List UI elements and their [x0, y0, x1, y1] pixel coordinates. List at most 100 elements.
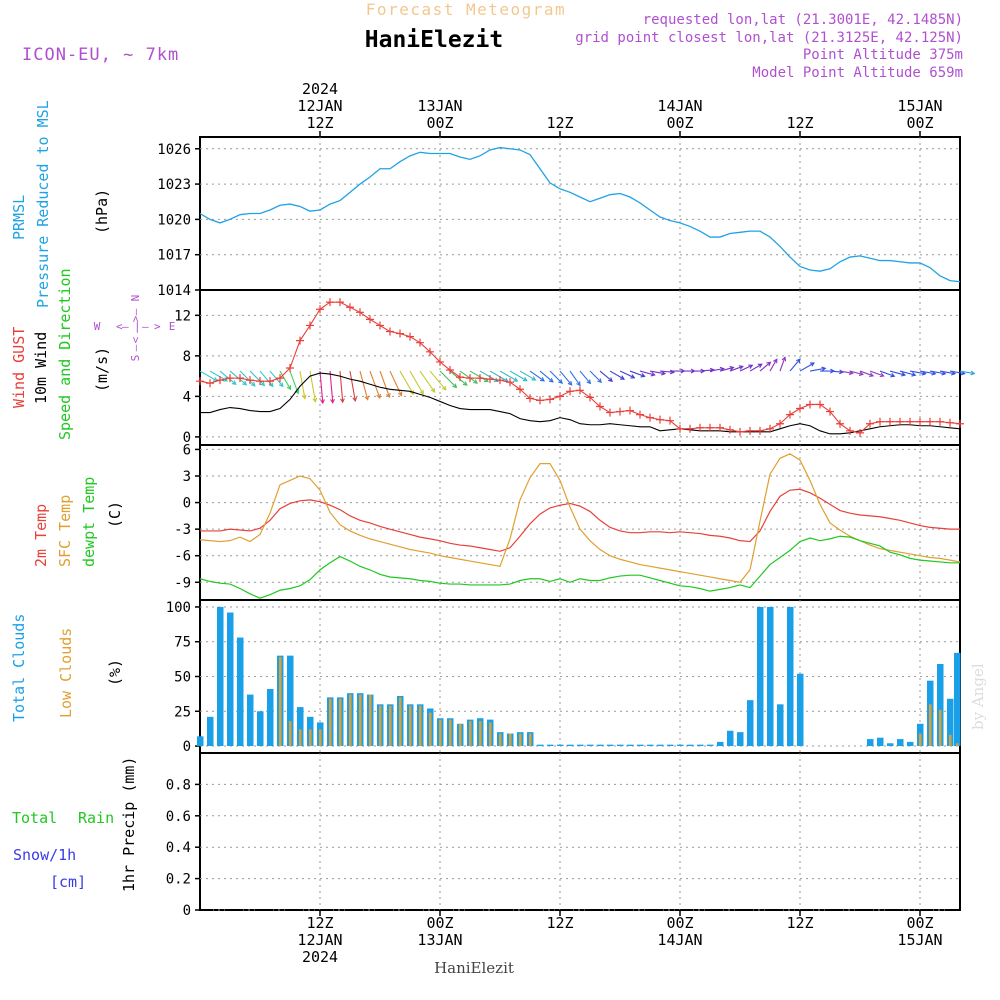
total-cloud-bar — [267, 689, 274, 747]
wind-barb-head — [312, 397, 318, 403]
gust-marker — [696, 423, 704, 432]
wind-barb-head — [548, 377, 554, 383]
wind-barb — [629, 370, 645, 377]
wind-barb — [909, 370, 926, 375]
wind-barb-head — [531, 376, 537, 381]
wind-barb — [249, 370, 265, 386]
total-cloud-bar — [227, 612, 234, 747]
wind-barb-head — [330, 398, 335, 404]
wind-speed-dir-label: Speed and Direction — [56, 268, 74, 440]
gust-marker — [596, 402, 604, 411]
precip-ytick-label: 0.4 — [166, 840, 191, 856]
wind-barb — [659, 370, 674, 373]
wind-barb — [599, 370, 613, 382]
gust-marker — [866, 419, 874, 428]
low-cloud-bar — [359, 694, 362, 747]
pressure-ytick-label: 1023 — [157, 177, 191, 193]
wind-barb — [939, 370, 956, 375]
wind-frame — [199, 289, 961, 446]
compass-north-line: — — [129, 308, 142, 315]
gust-marker — [476, 374, 484, 383]
wind-barb-head — [462, 381, 468, 386]
gust-marker — [656, 415, 664, 424]
top-time-label: 15JAN — [897, 97, 942, 115]
total-cloud-bar — [247, 694, 254, 747]
wind-barb — [499, 370, 518, 382]
low-cloud-bar — [919, 733, 922, 747]
wind-barb — [829, 370, 843, 373]
temp-2m-line — [200, 488, 960, 552]
total-cloud-bar — [767, 606, 774, 747]
total-cloud-bar — [567, 744, 574, 747]
gust-marker — [676, 424, 684, 433]
pressure-ytick-label: 1017 — [157, 248, 191, 264]
wind-barb — [849, 370, 863, 376]
compass-north: N — [129, 295, 142, 302]
temperature-ytick-label: -6 — [174, 549, 191, 565]
clouds-panel: 0 25 50 75 100 — [166, 599, 961, 755]
low-cloud-bar — [429, 712, 432, 747]
wind-barb-head — [729, 365, 735, 371]
wind-barb — [319, 370, 324, 404]
temp-dewpt-line — [199, 535, 960, 599]
gust-marker — [266, 377, 274, 386]
wind-barb — [239, 370, 256, 387]
temp-sfc-line — [199, 453, 961, 583]
wind-gust-label: Wind GUST — [10, 327, 28, 408]
clouds-ytick-label: 75 — [174, 635, 191, 651]
top-time-label: 13JAN — [417, 97, 462, 115]
rain-label: Rain — [78, 809, 114, 827]
gust-marker — [686, 424, 694, 433]
wind-barb — [869, 370, 884, 377]
wind-barb — [809, 367, 826, 372]
low-cloud-bar — [499, 733, 502, 747]
total-cloud-bar — [937, 663, 944, 747]
gust-marker — [286, 364, 294, 373]
total-cloud-bar — [887, 743, 894, 747]
low-cloud-bar — [349, 694, 352, 747]
gust-marker — [356, 308, 364, 317]
gust-marker — [536, 396, 544, 405]
wind-barb — [949, 370, 965, 375]
prmsl-label: PRMSL — [10, 195, 28, 240]
gust-marker — [406, 332, 414, 341]
panels: 1014 1017 1020 1023 1026 0 4 8 12 -9 -6 -3 0 3 6 0 25… — [157, 136, 976, 919]
celsius-label: (C) — [106, 501, 124, 528]
bottom-time-label: 12Z — [786, 914, 813, 932]
gust-marker — [386, 327, 394, 336]
wind-barb-head — [320, 399, 325, 405]
wind-barb-head — [619, 375, 625, 380]
gust-marker — [566, 387, 574, 396]
wind-barb-head — [890, 372, 896, 378]
wind-barb-head — [231, 380, 237, 386]
bottom-time-label: 00Z — [426, 914, 453, 932]
total-cloud-bar — [787, 606, 794, 747]
total-cloud-bar — [677, 744, 684, 747]
gust-marker — [816, 400, 824, 409]
wind-barb-head — [970, 370, 976, 376]
wind-barb — [649, 370, 666, 375]
gust-marker — [236, 374, 244, 383]
gust-marker — [416, 338, 424, 347]
wind-panel: 0 4 8 12 — [174, 289, 976, 446]
wind-barb-head — [558, 379, 563, 384]
gust-marker — [346, 303, 354, 312]
bottom-time-label: 13JAN — [417, 931, 462, 949]
gust-marker — [886, 417, 894, 426]
low-cloud-bar — [289, 721, 292, 747]
wind-barb — [329, 370, 334, 403]
wind-barb-head — [452, 383, 458, 389]
compass-south: S — [129, 355, 142, 362]
pressure-ytick-label: 1026 — [157, 142, 191, 158]
gust-marker — [456, 373, 464, 382]
temperature-frame — [199, 444, 961, 601]
wind-ytick-label: 4 — [183, 389, 191, 405]
wind-barb-head — [630, 374, 636, 379]
wind-barb — [429, 370, 447, 391]
wind-barb — [719, 366, 734, 372]
wind-barb — [879, 370, 895, 377]
top-time-label: 00Z — [906, 114, 933, 132]
total-cloud-bar — [537, 744, 544, 747]
wind-barb-head — [757, 363, 763, 368]
percent-label: (%) — [106, 659, 124, 686]
